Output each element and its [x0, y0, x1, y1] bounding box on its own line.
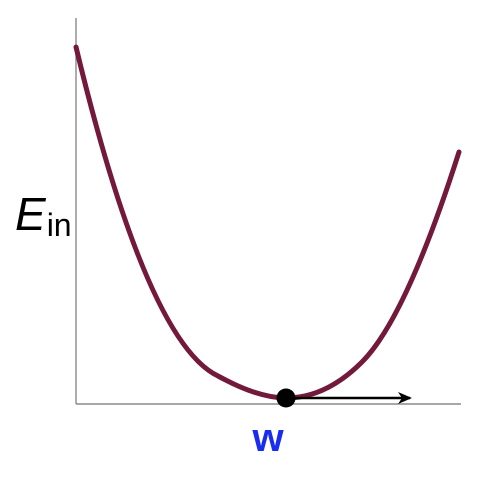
- x-axis-label: w: [251, 416, 284, 460]
- minimum-point: [276, 388, 296, 408]
- error-curve: [73, 44, 462, 401]
- y-axis-label-subscript: in: [47, 207, 72, 243]
- y-axis-label: Ein: [15, 188, 72, 243]
- y-axis-label-main: E: [15, 188, 47, 240]
